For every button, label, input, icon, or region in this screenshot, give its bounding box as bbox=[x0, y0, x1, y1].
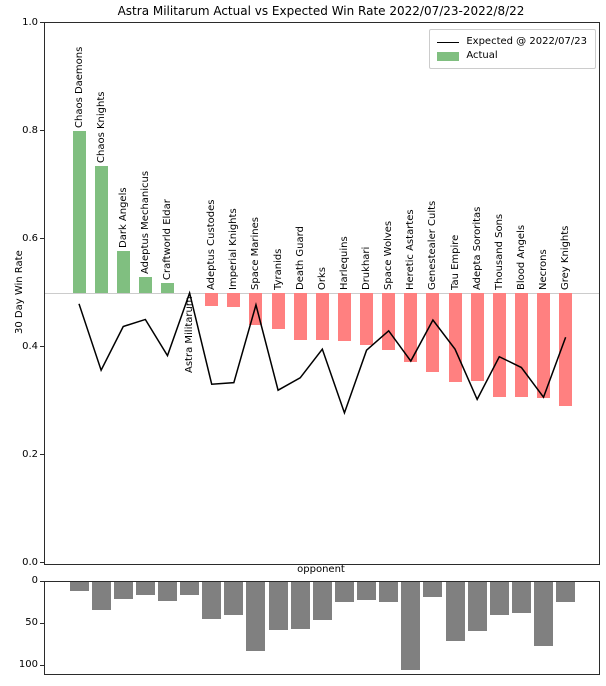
expected-line-swatch bbox=[437, 41, 460, 43]
game-count-bar bbox=[357, 582, 377, 601]
legend-actual-label: Actual bbox=[466, 50, 498, 61]
category-label: Genestealer Cults bbox=[427, 200, 439, 290]
legend-expected-label: Expected @ 2022/07/23 bbox=[466, 36, 587, 47]
actual-bar bbox=[116, 250, 130, 293]
category-label: Imperial Knights bbox=[228, 208, 240, 290]
game-count-bar bbox=[489, 582, 509, 615]
game-count-bar bbox=[334, 582, 354, 603]
win-rate-tick-label: 1.0 bbox=[22, 17, 38, 28]
game-count-bar bbox=[556, 582, 576, 603]
game-count-bar bbox=[113, 582, 133, 599]
game-count-bar bbox=[246, 582, 266, 652]
actual-bar bbox=[470, 293, 484, 382]
category-label: Drukhari bbox=[361, 246, 373, 290]
game-count-bar bbox=[135, 582, 155, 596]
actual-patch-swatch bbox=[437, 51, 460, 61]
actual-bar bbox=[94, 166, 108, 293]
game-count-plot bbox=[44, 581, 600, 675]
category-label: Thousand Sons bbox=[493, 213, 505, 290]
game-count-bar bbox=[180, 582, 200, 596]
expected-line bbox=[78, 290, 567, 416]
category-label: Heretic Astartes bbox=[405, 209, 417, 290]
actual-bar bbox=[72, 131, 86, 293]
actual-bar bbox=[337, 293, 351, 341]
category-label: Blood Angels bbox=[515, 224, 527, 290]
win-rate-tick-label: 0.8 bbox=[22, 125, 38, 136]
game-count-bar bbox=[290, 582, 310, 629]
category-label: Tyranids bbox=[272, 248, 284, 290]
category-label: Necrons bbox=[538, 249, 550, 290]
actual-bar bbox=[404, 293, 418, 363]
win-rate-plot: Expected @ 2022/07/23 Actual Chaos Daemo… bbox=[44, 22, 600, 565]
win-rate-tick-label: 0.2 bbox=[22, 449, 38, 460]
category-label: Harlequins bbox=[338, 236, 350, 290]
game-count-bar bbox=[202, 582, 222, 619]
tick-mark bbox=[40, 130, 44, 131]
actual-bar bbox=[160, 282, 174, 293]
actual-bar bbox=[492, 293, 506, 398]
legend: Expected @ 2022/07/23 Actual bbox=[429, 29, 596, 69]
category-label: Adepta Sororitas bbox=[471, 206, 483, 290]
tick-mark bbox=[40, 22, 44, 23]
win-rate-tick-label: 0.0 bbox=[22, 557, 38, 568]
game-count-bar bbox=[69, 582, 89, 592]
count-tick-label: 0 bbox=[31, 575, 38, 586]
legend-row-expected: Expected @ 2022/07/23 bbox=[437, 35, 587, 49]
tick-mark bbox=[40, 664, 44, 666]
tick-mark bbox=[40, 581, 44, 582]
category-label: Grey Knights bbox=[560, 225, 572, 290]
tick-mark bbox=[40, 622, 44, 624]
tick-mark bbox=[40, 454, 44, 455]
game-count-bar bbox=[224, 582, 244, 615]
game-count-bar bbox=[379, 582, 399, 603]
category-label: Chaos Knights bbox=[95, 91, 107, 164]
x-axis-label: opponent bbox=[297, 564, 345, 575]
game-count-bar bbox=[534, 582, 554, 647]
actual-bar bbox=[537, 293, 551, 399]
tick-mark bbox=[40, 238, 44, 239]
actual-bar bbox=[205, 293, 219, 306]
tick-mark bbox=[40, 562, 44, 563]
category-label: Adeptus Custodes bbox=[206, 199, 218, 290]
actual-bar bbox=[315, 293, 329, 340]
game-count-bar bbox=[312, 582, 332, 620]
y-axis-label: 30 Day Win Rate bbox=[14, 250, 25, 334]
win-rate-tick-label: 0.6 bbox=[22, 233, 38, 244]
category-label: Death Guard bbox=[294, 226, 306, 290]
category-label: Dark Angels bbox=[117, 187, 129, 248]
chart-title: Astra Militarum Actual vs Expected Win R… bbox=[117, 4, 525, 18]
actual-bar bbox=[448, 293, 462, 382]
actual-bar bbox=[360, 293, 374, 346]
win-rate-tick-label: 0.4 bbox=[22, 341, 38, 352]
actual-bar bbox=[426, 293, 440, 373]
count-tick-label: 50 bbox=[25, 616, 38, 628]
category-label: Adeptus Mechanicus bbox=[139, 170, 151, 274]
game-count-bar bbox=[423, 582, 443, 598]
game-count-bar bbox=[511, 582, 531, 613]
game-count-bar bbox=[401, 582, 421, 670]
tick-mark bbox=[40, 346, 44, 347]
category-label: Craftworld Eldar bbox=[161, 198, 173, 280]
game-count-bar bbox=[467, 582, 487, 631]
category-label: Tau Empire bbox=[449, 234, 461, 290]
actual-bar bbox=[227, 293, 241, 308]
game-count-bar bbox=[91, 582, 111, 611]
actual-bar bbox=[271, 293, 285, 330]
category-label: Space Marines bbox=[250, 217, 262, 290]
category-label: Astra Militarum bbox=[184, 296, 196, 373]
game-count-bar bbox=[157, 582, 177, 602]
category-label: Space Wolves bbox=[383, 220, 395, 290]
count-tick-label: 100 bbox=[18, 658, 38, 670]
category-label: Chaos Daemons bbox=[73, 46, 85, 128]
category-label: Orks bbox=[316, 267, 328, 290]
game-count-bar bbox=[445, 582, 465, 641]
actual-bar bbox=[138, 276, 152, 293]
actual-bar bbox=[559, 293, 573, 406]
actual-bar bbox=[293, 293, 307, 340]
game-count-bar bbox=[268, 582, 288, 630]
legend-row-actual: Actual bbox=[437, 49, 587, 63]
